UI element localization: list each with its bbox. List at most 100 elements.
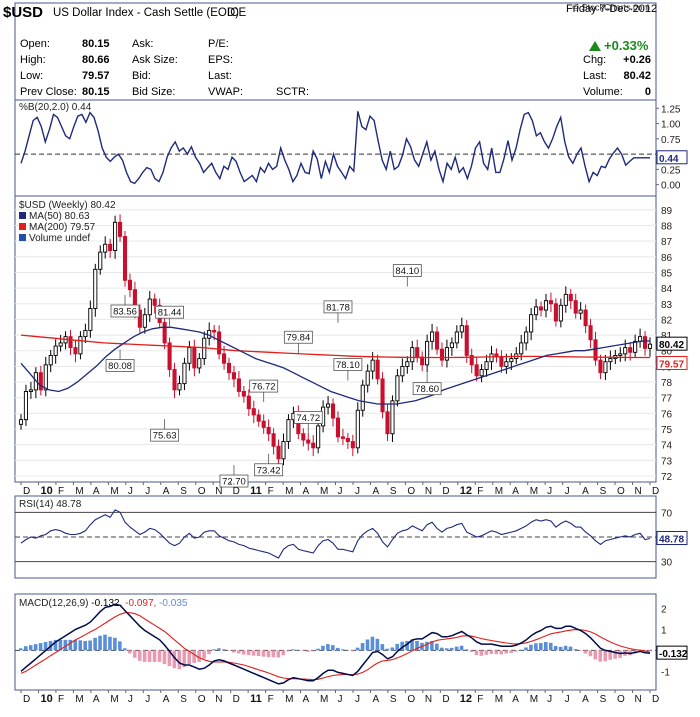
macd-histogram-bar <box>454 646 459 651</box>
macd-histogram-bar <box>439 647 444 651</box>
x-tick-label: 11 <box>250 485 262 497</box>
macd-histogram-bar <box>118 641 122 651</box>
annotation-label: 83.56 <box>113 307 137 318</box>
candle-body <box>449 342 454 349</box>
macd-panel <box>14 593 657 691</box>
rsi-tick-label: 30 <box>661 558 673 569</box>
candle-body <box>489 353 494 363</box>
x-tick-label: N <box>635 486 642 497</box>
x-tick-label: F <box>268 486 274 497</box>
candle-body <box>623 347 628 355</box>
macd-histogram-bar <box>167 650 172 667</box>
macd-histogram-bar <box>558 646 563 651</box>
macd-histogram-bar <box>152 650 157 662</box>
candle-body <box>78 336 83 355</box>
watermark: © StockCharts.com <box>572 2 650 12</box>
x-tick-label: M <box>495 694 503 705</box>
annotation-label: 78.60 <box>415 384 439 395</box>
legend-entry: MA(200) 79.57 <box>29 222 96 233</box>
price-tick-label: 72 <box>661 472 673 483</box>
price-tick-label: 74 <box>661 441 673 452</box>
price-tick-label: 88 <box>661 221 673 232</box>
macd-histogram-bar <box>202 650 206 659</box>
macd-histogram-bar <box>514 650 518 652</box>
x-tick-label: S <box>390 694 397 705</box>
macd-histogram-bar <box>192 650 196 663</box>
price-tick-label: 80 <box>661 347 673 358</box>
x-tick-label: M <box>495 486 503 497</box>
macd-histogram-bar <box>256 650 261 657</box>
candle-body <box>118 221 123 237</box>
pb-title: %B(20,2.0) 0.44 <box>19 102 92 113</box>
pb-series-line <box>20 111 650 185</box>
macd-histogram-bar <box>19 648 23 651</box>
candle-body <box>420 356 425 366</box>
x-tick-label: F <box>477 694 483 705</box>
x-tick-label: O <box>198 694 206 705</box>
x-tick-label: A <box>512 486 519 497</box>
candle-body <box>177 383 182 391</box>
chart-panels: 1.251.000.750.500.250.00%B(20,2.0) 0.440… <box>14 99 688 705</box>
candle-body <box>246 395 251 410</box>
macd-histogram-bar <box>246 650 251 656</box>
macd-histogram-bar <box>23 646 28 651</box>
candle-body <box>618 353 623 356</box>
change-percent: +0.33% <box>604 38 649 53</box>
legend-entry: MA(50) 80.63 <box>29 211 90 222</box>
annotation-box <box>254 463 284 477</box>
pb-last-label: 0.44 <box>659 154 679 165</box>
macd-histogram-bar <box>529 644 533 651</box>
candle-body <box>573 300 578 314</box>
candle-body <box>93 268 98 309</box>
macd-histogram-bar <box>162 650 167 664</box>
macd-histogram-bar <box>534 643 538 651</box>
macd-histogram-bar <box>400 641 404 651</box>
x-tick-label: N <box>425 486 432 497</box>
macd-histogram-bar <box>276 650 281 658</box>
annotation-box <box>323 300 353 314</box>
candle-body <box>236 378 241 392</box>
annotation-label: 81.78 <box>326 302 350 313</box>
candle-body <box>444 347 449 361</box>
macd-tick-label: 2 <box>661 604 667 615</box>
macd-histogram-bar <box>261 650 266 657</box>
macd-line <box>20 603 651 685</box>
candle-body <box>38 372 43 391</box>
macd-histogram-bar <box>68 639 73 651</box>
x-tick-label: M <box>320 486 328 497</box>
x-tick-label: A <box>163 694 170 705</box>
instrument-name: US Dollar Index - Cash Settle (EOD) <box>53 7 239 19</box>
candle-body <box>370 359 375 372</box>
candle-body <box>588 325 593 341</box>
legend-swatch <box>19 234 26 241</box>
header-field-label: VWAP: <box>208 86 243 98</box>
rsi-title: RSI(14) 48.78 <box>19 499 82 510</box>
price-tick-label: 83 <box>661 300 673 311</box>
candle-body <box>405 361 410 367</box>
macd-histogram-bar <box>93 637 97 651</box>
macd-histogram-bar <box>648 650 652 652</box>
header-field-label: Open: <box>20 38 50 50</box>
macd-histogram-bar <box>123 648 127 651</box>
candle-body <box>222 353 227 364</box>
price-tick-label: 82 <box>661 315 673 326</box>
x-tick-label: M <box>530 486 538 497</box>
macd-histogram-bar <box>573 649 578 651</box>
date-label: Friday 7-Dec-2012 <box>566 3 657 15</box>
macd-histogram-bar <box>335 647 340 651</box>
candle-body <box>326 403 331 408</box>
x-tick-label: D <box>23 694 30 705</box>
candle-body <box>256 414 261 422</box>
candle-body <box>187 347 192 364</box>
price-last-label: 80.42 <box>659 340 684 351</box>
header-field-label: Ask: <box>132 38 153 50</box>
macd-histogram-bar <box>291 649 296 651</box>
candle-body <box>306 439 311 444</box>
x-tick-label: D <box>442 486 449 497</box>
macd-tick-label: 1 <box>661 625 667 636</box>
candle-body <box>350 441 355 449</box>
x-tick-label: J <box>547 486 552 497</box>
candle-body <box>311 442 316 449</box>
sctr-label: SCTR: <box>276 86 309 98</box>
annotation-box <box>155 305 184 319</box>
